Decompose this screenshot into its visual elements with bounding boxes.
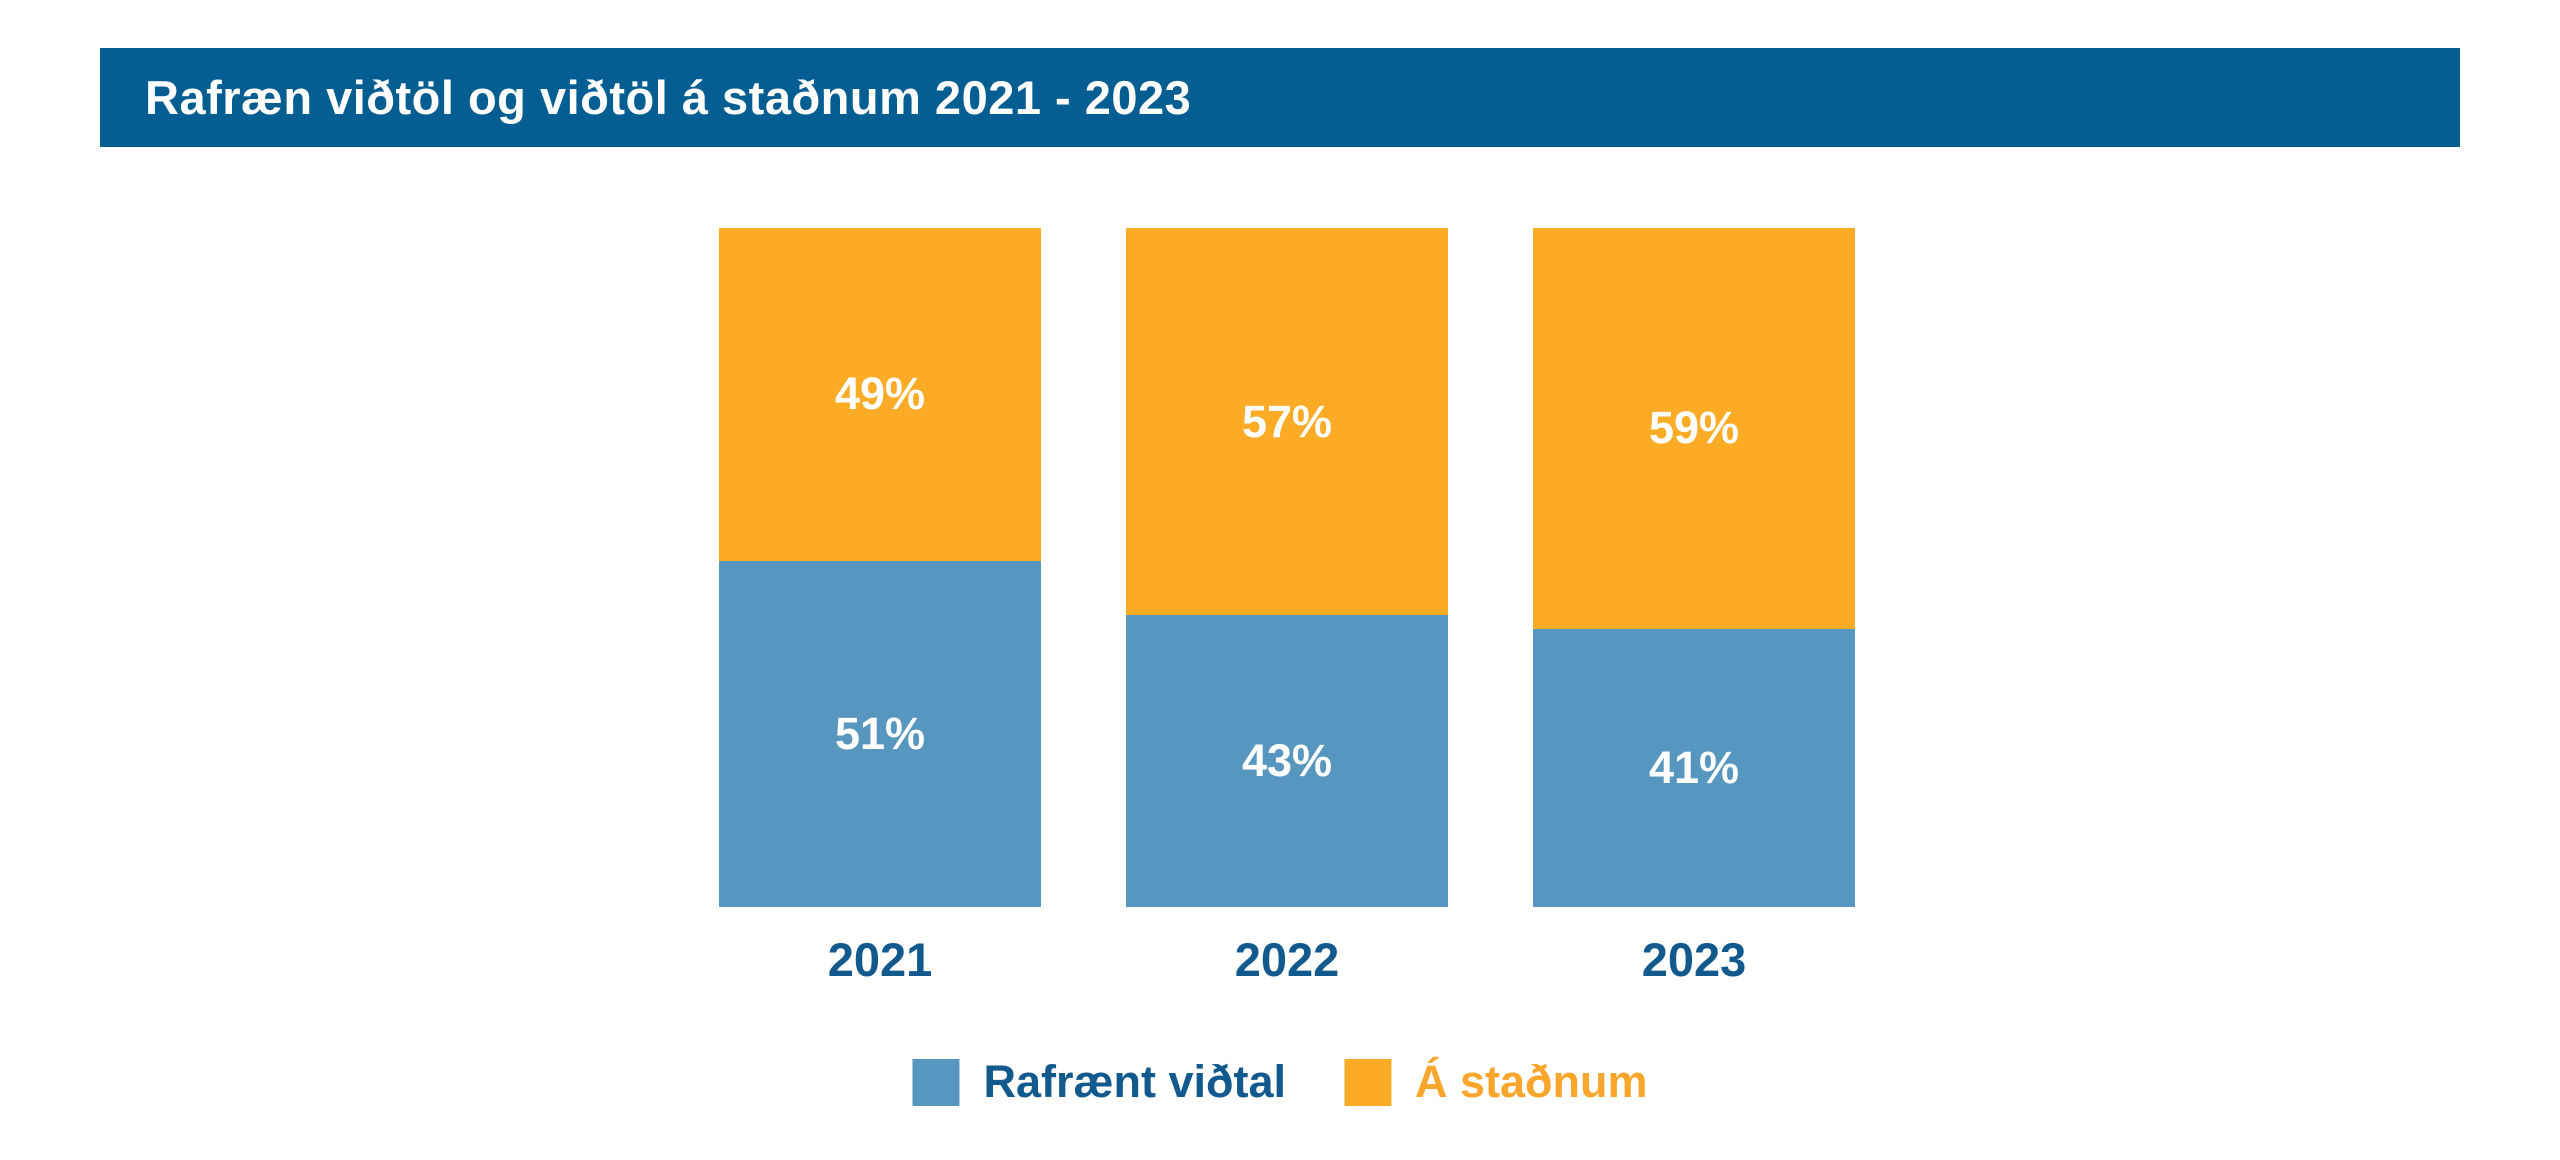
legend-item-onsite: Á staðnum bbox=[1344, 1056, 1648, 1108]
x-axis-labels: 2021 2022 2023 bbox=[719, 932, 1855, 987]
bar-segment-sta-num-2021: 49% bbox=[719, 228, 1041, 561]
bar-value-label: 51% bbox=[834, 707, 926, 759]
bar-column-2022: 57% 43% bbox=[1126, 228, 1448, 907]
bar-value-label: 59% bbox=[1648, 402, 1740, 454]
bar-column-2023: 59% 41% bbox=[1533, 228, 1855, 907]
x-axis-label-2021: 2021 bbox=[827, 933, 933, 986]
x-axis-label-2023: 2023 bbox=[1641, 933, 1747, 986]
legend-label-electronic: Rafrænt viðtal bbox=[983, 1056, 1287, 1107]
bar-value-label: 41% bbox=[1648, 741, 1740, 793]
legend-item-electronic: Rafrænt viðtal bbox=[912, 1056, 1286, 1108]
bar-value-label: 49% bbox=[834, 368, 926, 420]
legend-swatch-onsite bbox=[1344, 1058, 1392, 1106]
x-axis-label-2022: 2022 bbox=[1234, 933, 1340, 986]
bar-column-2021: 49% 51% bbox=[719, 228, 1041, 907]
stacked-bar-chart: 49% 51% 57% 43% 59% 41% bbox=[719, 228, 1855, 907]
chart-legend: Rafrænt viðtal Á staðnum bbox=[912, 1056, 1648, 1108]
bar-value-label: 43% bbox=[1241, 735, 1333, 786]
bar-segment-rafr-nt-vi-tal-2021: 51% bbox=[719, 560, 1041, 907]
bar-value-label: 57% bbox=[1241, 395, 1333, 447]
legend-label-onsite: Á staðnum bbox=[1415, 1056, 1648, 1107]
chart-title: Rafræn viðtöl og viðtöl á staðnum 2021 -… bbox=[145, 71, 1192, 124]
bar-segment-rafr-nt-vi-tal-2022: 43% bbox=[1126, 615, 1448, 907]
chart-title-bar: Rafræn viðtöl og viðtöl á staðnum 2021 -… bbox=[100, 48, 2460, 147]
bar-segment-sta-num-2023: 59% bbox=[1533, 228, 1855, 629]
bar-segment-sta-num-2022: 57% bbox=[1126, 228, 1448, 616]
bar-segment-rafr-nt-vi-tal-2023: 41% bbox=[1533, 628, 1855, 907]
legend-swatch-electronic bbox=[912, 1058, 960, 1106]
